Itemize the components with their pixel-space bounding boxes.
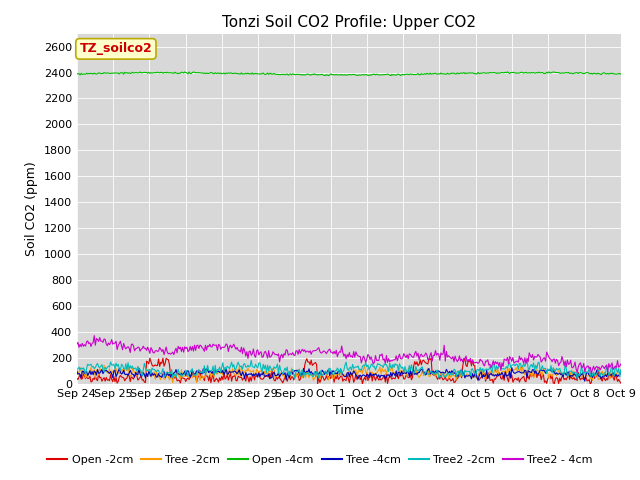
Open -2cm — [521, 378, 529, 384]
Line: Open -4cm: Open -4cm — [77, 72, 621, 76]
Tree2 -2cm — [617, 367, 625, 372]
Open -2cm — [369, 372, 377, 377]
Line: Tree -4cm: Tree -4cm — [77, 368, 621, 381]
Text: TZ_soilco2: TZ_soilco2 — [79, 42, 152, 55]
Tree2 - 4cm — [617, 361, 625, 367]
Tree2 -2cm — [397, 363, 404, 369]
Legend: Open -2cm, Tree -2cm, Open -4cm, Tree -4cm, Tree2 -2cm, Tree2 - 4cm: Open -2cm, Tree -2cm, Open -4cm, Tree -4… — [43, 451, 597, 469]
Open -4cm — [324, 73, 332, 79]
Tree2 -2cm — [606, 370, 614, 376]
Tree2 - 4cm — [606, 364, 614, 370]
Open -2cm — [399, 372, 406, 378]
Open -2cm — [617, 380, 625, 386]
Open -4cm — [332, 72, 340, 77]
Tree -4cm — [520, 370, 527, 376]
Open -4cm — [73, 71, 81, 76]
Tree2 - 4cm — [369, 358, 376, 363]
Open -2cm — [146, 355, 154, 361]
Tree2 - 4cm — [588, 371, 595, 377]
Tree2 - 4cm — [336, 349, 344, 355]
Tree -2cm — [73, 370, 81, 375]
Tree2 - 4cm — [520, 360, 527, 366]
Tree -4cm — [73, 368, 81, 373]
Open -4cm — [336, 72, 344, 78]
Open -2cm — [606, 372, 614, 378]
Tree2 -2cm — [524, 357, 531, 363]
Tree -2cm — [521, 372, 529, 378]
Tree -4cm — [617, 369, 625, 375]
Open -2cm — [73, 375, 81, 381]
Tree -2cm — [169, 380, 177, 385]
Tree2 -2cm — [573, 376, 581, 382]
Line: Tree2 - 4cm: Tree2 - 4cm — [77, 336, 621, 374]
Tree -2cm — [388, 362, 396, 368]
Y-axis label: Soil CO2 (ppm): Soil CO2 (ppm) — [25, 161, 38, 256]
Tree -4cm — [397, 372, 404, 378]
Open -4cm — [606, 71, 614, 76]
Tree -2cm — [399, 368, 406, 374]
Tree -4cm — [335, 368, 342, 373]
Tree2 - 4cm — [332, 348, 340, 353]
Open -4cm — [369, 72, 376, 77]
Tree2 -2cm — [332, 368, 339, 373]
Tree -2cm — [336, 372, 344, 377]
Tree -4cm — [367, 373, 375, 379]
Open -4cm — [617, 71, 625, 77]
Title: Tonzi Soil CO2 Profile: Upper CO2: Tonzi Soil CO2 Profile: Upper CO2 — [222, 15, 476, 30]
Line: Open -2cm: Open -2cm — [77, 358, 621, 384]
Open -4cm — [545, 69, 553, 75]
Tree2 - 4cm — [90, 333, 98, 338]
Tree -2cm — [617, 368, 625, 373]
Open -4cm — [520, 71, 527, 76]
Tree2 - 4cm — [398, 356, 406, 362]
Tree -4cm — [332, 371, 339, 377]
Tree2 - 4cm — [73, 341, 81, 347]
Tree2 -2cm — [367, 362, 375, 368]
Line: Tree -2cm: Tree -2cm — [77, 365, 621, 383]
Tree -4cm — [581, 378, 589, 384]
Tree2 -2cm — [519, 363, 527, 369]
Tree -2cm — [606, 376, 614, 382]
Open -4cm — [398, 72, 406, 78]
Tree2 -2cm — [73, 366, 81, 372]
Open -2cm — [358, 381, 366, 387]
Tree -4cm — [606, 372, 614, 378]
Tree2 -2cm — [335, 367, 342, 372]
Line: Tree2 -2cm: Tree2 -2cm — [77, 360, 621, 379]
Open -2cm — [336, 375, 344, 381]
Tree -2cm — [332, 372, 340, 378]
Tree -4cm — [508, 365, 516, 371]
Open -2cm — [332, 376, 340, 382]
Tree -2cm — [369, 369, 376, 375]
X-axis label: Time: Time — [333, 405, 364, 418]
